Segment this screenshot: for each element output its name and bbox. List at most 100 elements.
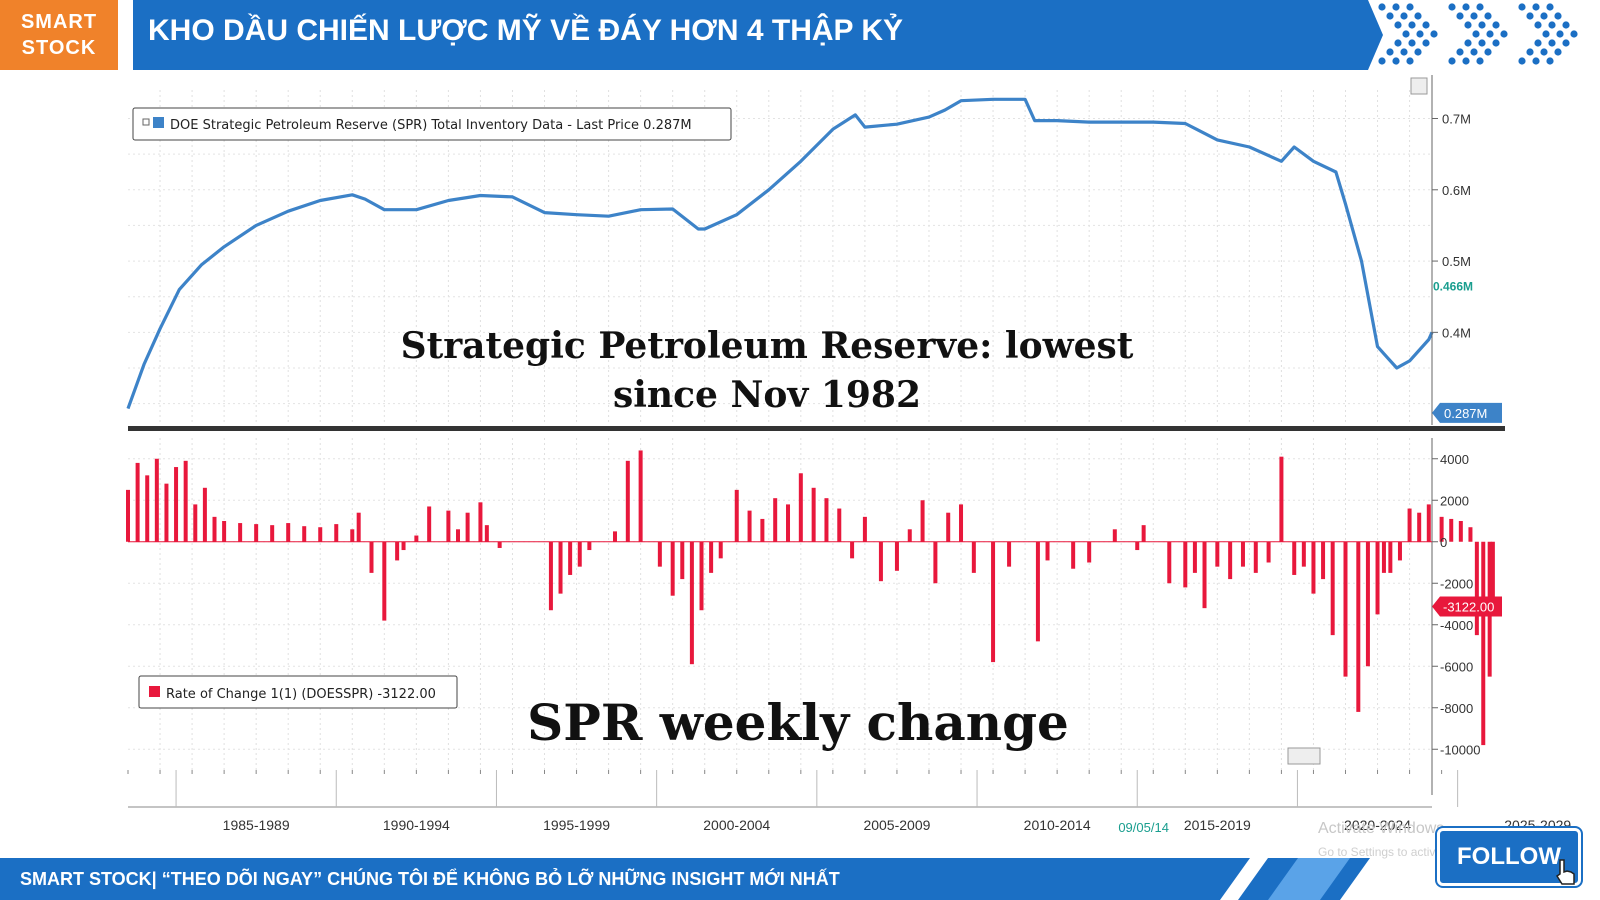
decoration-dot xyxy=(1406,57,1414,65)
decoration-dot xyxy=(1456,12,1464,20)
legend-box-bottom xyxy=(138,675,458,709)
weekly-change-bar xyxy=(427,506,432,542)
last-price-tag xyxy=(1432,402,1502,423)
decoration-dot xyxy=(1556,30,1564,38)
decoration-dot xyxy=(1392,3,1400,11)
weekly-change-bar xyxy=(657,541,662,567)
y-tick-label: -10000 xyxy=(1440,742,1480,757)
weekly-change-bar xyxy=(1007,541,1012,567)
weekly-change-bar xyxy=(212,516,217,542)
weekly-change-bar xyxy=(850,541,855,559)
weekly-change-bar xyxy=(811,487,816,542)
marker-value-label: 0.466M xyxy=(1433,279,1473,293)
decoration-dot xyxy=(1414,12,1422,20)
follow-button[interactable]: FOLLOW xyxy=(1437,828,1581,886)
logo: SMART STOCK xyxy=(0,0,118,70)
weekly-change-bar xyxy=(734,489,739,542)
weekly-change-bar xyxy=(465,512,470,542)
weekly-change-bar xyxy=(1356,541,1361,712)
weekly-change-bar xyxy=(837,508,842,542)
weekly-change-bar xyxy=(933,541,938,584)
weekly-change-bar xyxy=(1071,541,1076,569)
weekly-change-bar xyxy=(414,535,419,542)
decoration-dot xyxy=(1470,48,1478,56)
weekly-change-bar xyxy=(1035,541,1040,642)
decoration-dot xyxy=(1540,12,1548,20)
weekly-change-bar xyxy=(1215,541,1220,567)
weekly-change-bar xyxy=(699,541,704,611)
weekly-change-bar xyxy=(302,526,307,542)
weekly-change-bar xyxy=(1426,504,1431,542)
weekly-change-bar xyxy=(1167,541,1172,584)
decoration-dot xyxy=(1408,21,1416,29)
decoration-dot xyxy=(1462,3,1470,11)
weekly-change-bar xyxy=(680,541,685,580)
weekly-change-bar xyxy=(356,512,361,542)
decoration-dot xyxy=(1476,3,1484,11)
decoration-dot xyxy=(1430,30,1438,38)
weekly-change-bar xyxy=(183,460,188,542)
weekly-change-bar xyxy=(959,504,964,542)
decoration-dot xyxy=(1422,39,1430,47)
decoration-dot xyxy=(1554,48,1562,56)
x-tick-label: 1985-1989 xyxy=(223,817,290,833)
decoration-dot xyxy=(1546,57,1554,65)
weekly-change-bar xyxy=(1301,541,1306,567)
legend-swatch-red xyxy=(149,686,160,697)
y-tick-label: 0.6M xyxy=(1442,183,1471,198)
weekly-change-bar xyxy=(1449,518,1454,542)
decoration-dot xyxy=(1464,39,1472,47)
activate-windows-watermark: Activate Windows xyxy=(1318,820,1445,837)
weekly-change-bar xyxy=(971,541,976,573)
cursor-hand-icon xyxy=(1555,859,1575,885)
weekly-change-bar xyxy=(709,541,714,573)
weekly-change-bar xyxy=(395,541,400,561)
decoration-dot xyxy=(1532,3,1540,11)
last-price-label: 0.287M xyxy=(1444,406,1487,421)
weekly-change-bar xyxy=(1279,456,1284,542)
legend-text-bottom: Rate of Change 1(1) (DOESSPR) -3122.00 xyxy=(166,687,436,702)
decoration-dot xyxy=(1464,21,1472,29)
decoration-dot xyxy=(1416,30,1424,38)
footer-text: SMART STOCK| “THEO DÕI NGAY” CHÚNG TÔI Đ… xyxy=(20,869,840,889)
weekly-change-bar xyxy=(760,518,765,542)
page-title: KHO DẦU CHIẾN LƯỢC MỸ VỀ ĐÁY HƠN 4 THẬP … xyxy=(148,14,904,47)
y-tick-label: 4000 xyxy=(1440,452,1469,467)
weekly-change-bar xyxy=(1481,541,1486,746)
footer-stripe-1 xyxy=(1220,858,1268,900)
weekly-change-bar xyxy=(318,527,323,542)
weekly-change-bar xyxy=(1458,521,1463,542)
decoration-dot xyxy=(1484,48,1492,56)
weekly-change-bar xyxy=(1397,541,1402,561)
weekly-change-bar xyxy=(1439,516,1444,542)
decoration-dot xyxy=(1378,57,1386,65)
weekly-change-bar xyxy=(456,529,461,542)
title-bar xyxy=(133,0,1578,70)
decoration-dot xyxy=(1532,57,1540,65)
weekly-change-bar xyxy=(401,541,406,551)
decoration-dot xyxy=(1448,57,1456,65)
x-tick-label: 2010-2014 xyxy=(1024,817,1091,833)
decoration-dot xyxy=(1462,57,1470,65)
y-tick-label: -2000 xyxy=(1440,576,1473,591)
decoration-dot xyxy=(1406,3,1414,11)
annotation-top-line1: Strategic Petroleum Reserve: lowest xyxy=(401,325,1134,367)
decoration-dot xyxy=(1422,21,1430,29)
weekly-change-bar xyxy=(350,529,355,542)
decoration-dot xyxy=(1526,48,1534,56)
decoration-dot xyxy=(1492,39,1500,47)
weekly-change-bar xyxy=(1292,541,1297,575)
x-tick-label: 2015-2019 xyxy=(1184,817,1251,833)
decoration-dot xyxy=(1562,21,1570,29)
weekly-change-bar xyxy=(1311,541,1316,594)
decoration-dot xyxy=(1470,12,1478,20)
weekly-change-bar xyxy=(894,541,899,571)
weekly-change-bar xyxy=(1365,541,1370,667)
x-tick-label: 2005-2009 xyxy=(863,817,930,833)
decoration-dot xyxy=(1392,57,1400,65)
decoration-dot xyxy=(1448,3,1456,11)
decoration-dot xyxy=(1456,48,1464,56)
decoration-dot xyxy=(1472,30,1480,38)
weekly-change-bar xyxy=(1266,541,1271,563)
weekly-change-bar xyxy=(222,521,227,542)
